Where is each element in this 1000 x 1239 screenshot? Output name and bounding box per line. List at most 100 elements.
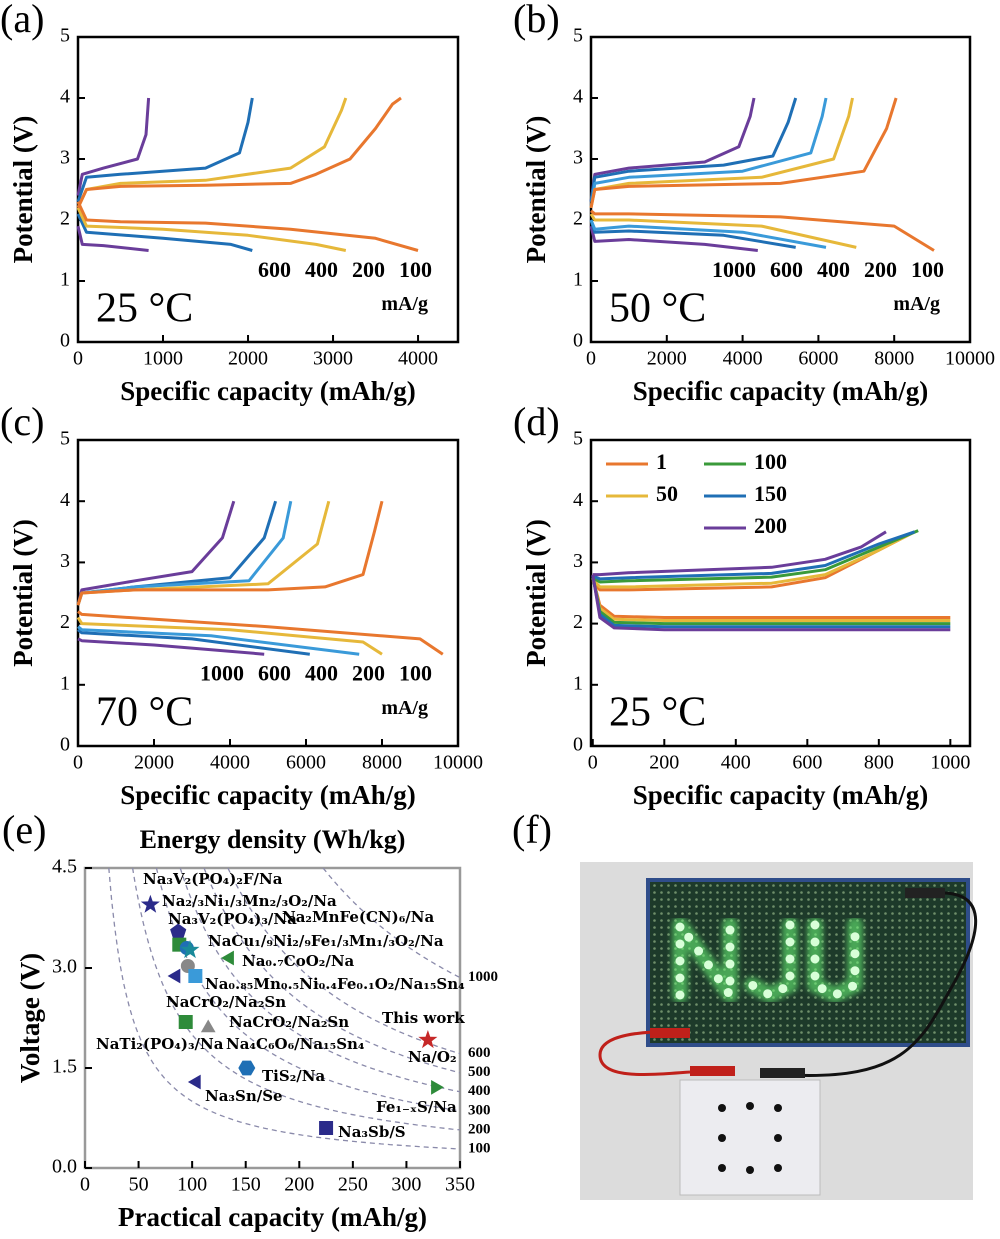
- x-tick-label: 1000: [930, 752, 970, 774]
- x-tick-label: 50: [129, 1174, 149, 1196]
- temperature-annotation: 25 °C: [96, 286, 193, 332]
- point-label: Na₀.₇CoO₂/Na: [242, 952, 355, 970]
- x-axis-title: Specific capacity (mAh/g): [120, 780, 415, 810]
- legend-label: 50: [656, 481, 678, 506]
- energy-density-curve: [108, 868, 460, 1150]
- x-tick-label: 8000: [362, 752, 402, 774]
- curve: [589, 97, 935, 252]
- legend-label: 400: [817, 257, 850, 282]
- point: [170, 923, 187, 939]
- plot-frame: [589, 438, 972, 748]
- chart-title: Energy density (Wh/kg): [140, 825, 406, 854]
- y-tick-label: 2: [60, 611, 70, 633]
- x-tick-label: 200: [284, 1174, 314, 1196]
- wire-red: [598, 1030, 691, 1077]
- curve: [591, 530, 951, 632]
- y-tick-label: 3: [60, 550, 70, 572]
- energy-density-label: 1000: [468, 969, 498, 985]
- photo: [580, 862, 978, 1200]
- y-axis-title: Potential (V): [521, 116, 551, 264]
- point-label: Na₄C₆O₆/Na₁₅Sn₄: [226, 1035, 365, 1053]
- legend-label: 100: [911, 257, 944, 282]
- x-tick-label: 150: [231, 1174, 261, 1196]
- y-tick-label: 5: [573, 428, 583, 450]
- clip: [905, 888, 945, 898]
- x-tick-label: 600: [792, 752, 822, 774]
- point-label: Na₂/₃Ni₁/₃Mn₂/₃O₂/Na: [162, 892, 337, 910]
- point: [238, 1060, 256, 1076]
- point-label: Na₃V₂(PO₄)₂F/Na: [143, 870, 283, 888]
- energy-curves: [108, 868, 460, 1150]
- point: [319, 1121, 334, 1135]
- legend-label: 1: [656, 449, 667, 474]
- legend-label: 200: [754, 513, 787, 538]
- temperature-annotation: 70 °C: [96, 690, 193, 736]
- point-label: Na₃Sn/Se: [205, 1087, 283, 1105]
- curve: [76, 500, 444, 656]
- x-tick-label: 2000: [647, 348, 687, 370]
- plot-frame: [83, 866, 462, 1170]
- panel-label: (f): [512, 807, 552, 852]
- unit-label: mA/g: [893, 293, 940, 315]
- legend-label: 1000: [200, 661, 244, 686]
- y-tick-label: 5: [573, 25, 583, 47]
- legend-label: 600: [770, 257, 803, 282]
- unit-label: mA/g: [381, 697, 428, 719]
- y-tick-label: 4: [60, 86, 70, 108]
- x-tick-label: 250: [338, 1174, 368, 1196]
- x-tick-label: 0: [73, 348, 83, 370]
- point-annotation: This work: [382, 1009, 465, 1027]
- y-tick-label: 2: [573, 208, 583, 230]
- y-tick-label: 4: [573, 489, 583, 511]
- point: [187, 1074, 201, 1090]
- point-label: Na/O₂: [408, 1048, 457, 1066]
- y-tick-label: 0.0: [52, 1156, 77, 1178]
- y-tick-label: 0: [60, 734, 70, 756]
- energy-density-label: 100: [468, 1140, 491, 1156]
- point: [140, 894, 160, 913]
- point: [167, 968, 181, 984]
- energy-density-label: 300: [468, 1102, 491, 1118]
- x-tick-label: 2000: [134, 752, 174, 774]
- legend-label: 100: [754, 449, 787, 474]
- y-tick-label: 5: [60, 428, 70, 450]
- x-tick-label: 8000: [874, 348, 914, 370]
- energy-density-curve: [227, 868, 460, 1055]
- point-label: NaCrO₂/Na₂Sn: [166, 993, 286, 1011]
- y-tick-label: 2: [573, 611, 583, 633]
- y-tick-label: 0: [573, 330, 583, 352]
- x-tick-label: 4000: [723, 348, 763, 370]
- x-tick-label: 350: [445, 1174, 475, 1196]
- legend-label: 1000: [712, 257, 756, 282]
- x-tick-label: 4000: [210, 752, 250, 774]
- temperature-annotation: 50 °C: [609, 286, 706, 332]
- point: [418, 1030, 438, 1049]
- point: [221, 950, 234, 966]
- x-axis-title: Practical capacity (mAh/g): [118, 1202, 427, 1232]
- plot-frame: [76, 438, 460, 748]
- led-letters: [672, 917, 863, 1003]
- wire-black: [789, 891, 978, 1077]
- point-label: NaTi₂(PO₄)₃/Na: [96, 1035, 224, 1053]
- curve: [76, 96, 419, 252]
- y-tick-label: 4: [573, 86, 583, 108]
- legend-label: 100: [399, 257, 432, 282]
- point-label: TiS₂/Na: [262, 1067, 325, 1085]
- x-tick-label: 6000: [798, 348, 838, 370]
- point: [188, 969, 203, 983]
- x-tick-label: 100: [177, 1174, 207, 1196]
- y-tick-label: 1: [573, 672, 583, 694]
- x-tick-label: 400: [721, 752, 751, 774]
- y-tick-label: 0: [60, 330, 70, 352]
- energy-density-curve: [203, 868, 460, 1074]
- y-tick-label: 1: [573, 269, 583, 291]
- curve: [589, 97, 828, 249]
- energy-density-label: 400: [468, 1083, 491, 1099]
- curve: [76, 97, 151, 252]
- unit-label: mA/g: [381, 293, 428, 315]
- x-tick-label: 0: [586, 348, 596, 370]
- y-tick-label: 3: [573, 550, 583, 572]
- point: [200, 1019, 216, 1033]
- panel-label: (b): [513, 0, 560, 41]
